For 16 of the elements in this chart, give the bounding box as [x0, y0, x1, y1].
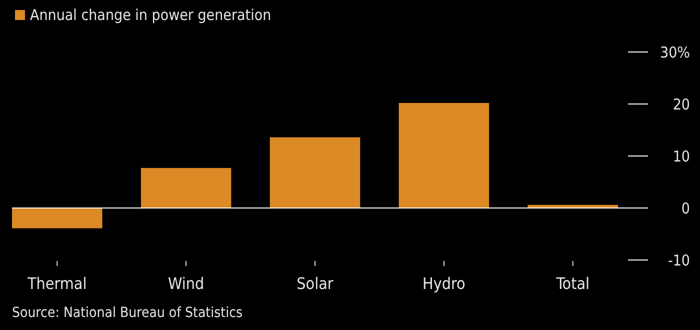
- y-tick-label: -10: [668, 251, 690, 270]
- bar: [270, 137, 360, 208]
- x-tick-label: Thermal: [26, 274, 87, 293]
- y-tick-label: 30%: [660, 43, 690, 62]
- y-tick-label: 20: [672, 95, 690, 114]
- legend-label: Annual change in power generation: [30, 6, 272, 24]
- x-tick-label: Solar: [296, 274, 334, 293]
- bar: [140, 168, 232, 208]
- x-tick-label: Hydro: [422, 274, 466, 293]
- y-tick-label: 0: [681, 199, 690, 218]
- y-tick-label: 10: [672, 147, 690, 166]
- x-tick-label: Wind: [168, 274, 204, 293]
- x-tick-label: Total: [555, 274, 590, 293]
- bar: [398, 102, 490, 208]
- source-note: Source: National Bureau of Statistics: [12, 305, 243, 321]
- bar: [12, 208, 102, 228]
